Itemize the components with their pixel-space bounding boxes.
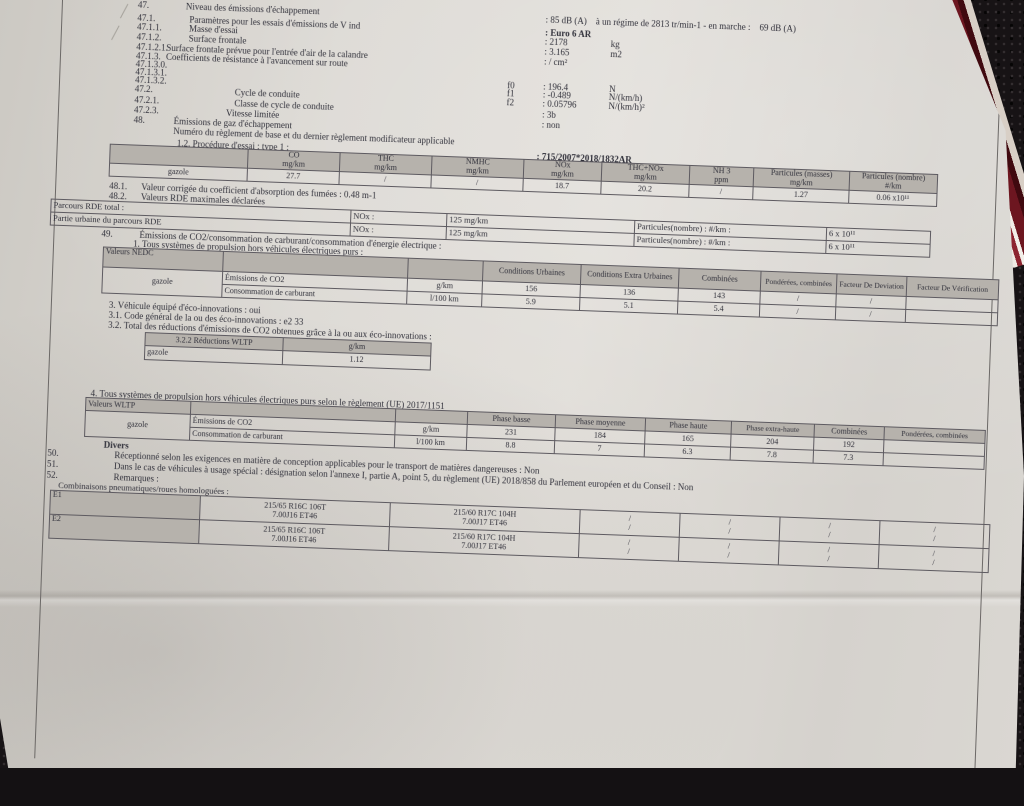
item-label: Niveau des émissions d'échappement xyxy=(186,1,320,16)
item-number: 52. xyxy=(46,470,58,480)
value-cell: 7.8 xyxy=(730,447,813,463)
table-header-cell: Facteur De Deviation xyxy=(836,274,907,297)
value-cell: 1.27 xyxy=(753,187,849,204)
crease-line xyxy=(111,25,119,40)
fuel-type-cell: gazole xyxy=(85,410,191,440)
table-header-cell: Pondérées, combinées xyxy=(760,271,837,294)
pollutant-cell: NOx : xyxy=(350,223,446,240)
value-cell: 20.2 xyxy=(601,181,689,197)
item-unit: m2 xyxy=(610,49,622,59)
item-unit: N/(km/h)² xyxy=(608,101,645,112)
item-number: 47. xyxy=(138,0,150,10)
empty-slash-cell: // xyxy=(778,541,879,569)
value-cell: 5.1 xyxy=(579,297,677,314)
item-number: 50. xyxy=(47,448,59,458)
unit-cell: l/100 km xyxy=(394,435,466,451)
unit-cell: l/100 km xyxy=(407,291,482,307)
value-cell: 27.7 xyxy=(247,168,339,184)
value-cell: 18.7 xyxy=(523,178,601,194)
value-cell: / xyxy=(835,307,905,323)
value-cell: / xyxy=(689,184,753,199)
item-value: : non xyxy=(542,119,561,130)
empty-slash-cell: // xyxy=(679,513,780,541)
paper-sheet: 47. Niveau des émissions d'échappement :… xyxy=(0,0,1024,768)
value-cell: / xyxy=(759,304,835,320)
item-number: 48. xyxy=(134,115,146,125)
item-number: 47.2. xyxy=(135,84,153,95)
fuel-type-cell: gazole xyxy=(102,267,223,297)
value-cell: / xyxy=(339,171,431,187)
page-border-line xyxy=(34,0,63,758)
page-border-line xyxy=(973,0,1004,805)
item-value: : 3b xyxy=(542,109,556,119)
value-cell: 7 xyxy=(554,441,644,457)
item-value: : 0.05796 xyxy=(542,98,576,109)
value-cell xyxy=(905,309,997,325)
value-cell: 0.06 x10¹¹ xyxy=(849,190,937,206)
value-cell: / xyxy=(431,175,523,191)
value-cell xyxy=(883,453,984,470)
item-unit: kg xyxy=(611,39,620,49)
axle-label-cell: E2 xyxy=(49,514,200,543)
empty-slash-cell: // xyxy=(779,517,880,545)
empty-slash-cell: // xyxy=(579,510,680,538)
item-number: 49. xyxy=(101,228,113,238)
empty-slash-cell: // xyxy=(878,545,989,573)
value-cell: 8.8 xyxy=(466,437,554,453)
item-number: 51. xyxy=(47,459,59,469)
value-cell: 5.9 xyxy=(482,294,580,311)
coefficient-symbol: f2 xyxy=(506,97,514,107)
value-cell: 5.4 xyxy=(677,301,759,317)
value-cell: 6.3 xyxy=(644,444,730,460)
item-number: 48.1. xyxy=(109,181,127,192)
item-number: 48.2. xyxy=(109,191,127,202)
item-value: : / cm² xyxy=(544,57,568,68)
table-header-cell xyxy=(408,258,484,281)
empty-slash-cell: // xyxy=(678,537,779,565)
value-cell: 6 x 10¹¹ xyxy=(826,240,930,257)
crease-line xyxy=(120,4,128,19)
empty-slash-cell: // xyxy=(578,534,679,562)
value-cell: 7.3 xyxy=(813,450,883,466)
